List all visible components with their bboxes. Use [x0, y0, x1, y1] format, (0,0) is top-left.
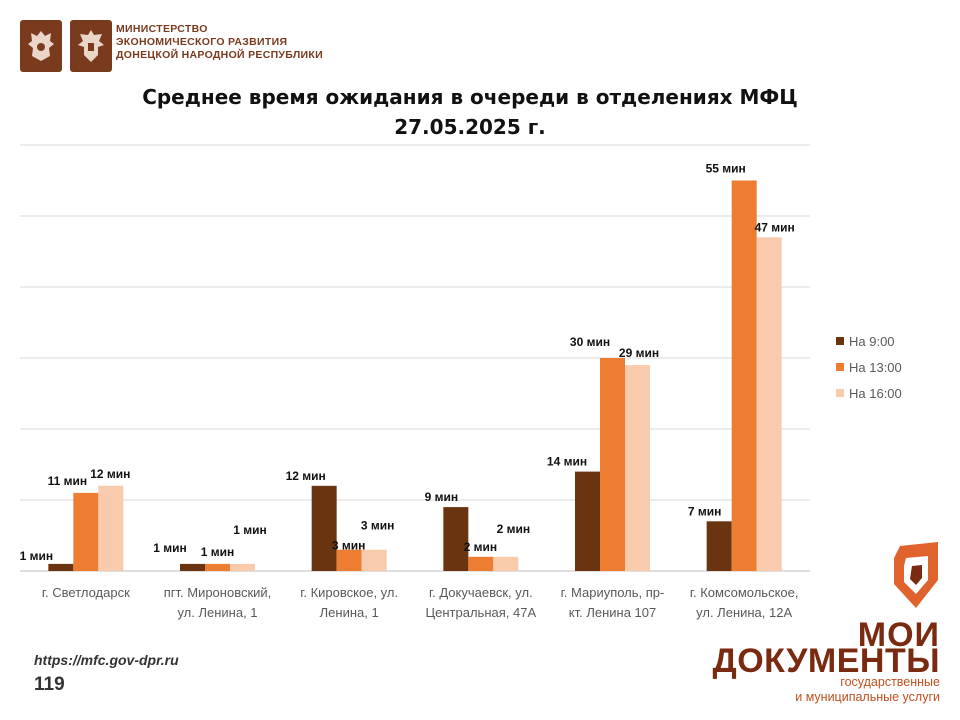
chart-title: Среднее время ожидания в очереди в отдел…: [100, 82, 840, 142]
data-label: 2 мин: [497, 522, 531, 536]
data-label: 2 мин: [464, 540, 498, 554]
ministry-line-2: ЭКОНОМИЧЕСКОГО РАЗВИТИЯ: [116, 36, 288, 48]
ministry-line-3: ДОНЕЦКОЙ НАРОДНОЙ РЕСПУБЛИКИ: [116, 49, 323, 61]
data-label: 12 мин: [286, 469, 326, 483]
bar: [230, 563, 255, 571]
data-label: 3 мин: [332, 539, 366, 553]
category-label: г. Светлодарск: [42, 585, 130, 600]
logo-subtitle-2: и муниципальные услуги: [795, 690, 940, 704]
bar: [180, 563, 205, 571]
category-label: г. Докучаевск, ул.: [429, 585, 533, 600]
category-label: ул. Ленина, 1: [177, 605, 257, 620]
bar: [706, 521, 732, 571]
data-label: 3 мин: [361, 519, 395, 533]
legend-swatch: [836, 363, 844, 371]
data-label: 47 мин: [755, 220, 795, 234]
category-label: г. Мариуполь, пр-: [561, 585, 665, 600]
logo-subtitle-1: государственные: [840, 675, 940, 689]
bar: [468, 556, 494, 571]
data-label: 1 мин: [153, 541, 187, 555]
logo-word-dokumenty: ДОКУМЕНТЫ: [712, 642, 940, 680]
bar: [575, 471, 600, 571]
category-label: г. Кировское, ул.: [300, 585, 398, 600]
category-label: Центральная, 47А: [426, 605, 537, 620]
category-label: г. Комсомольское,: [690, 585, 799, 600]
data-label: 14 мин: [547, 455, 587, 469]
bar: [205, 563, 230, 571]
data-label: 7 мин: [688, 504, 722, 518]
bar: [98, 485, 124, 571]
bar: [311, 485, 337, 571]
data-label: 1 мин: [233, 523, 267, 537]
bar: [600, 358, 625, 571]
russia-emblem-icon: [20, 20, 62, 72]
bar: [336, 549, 362, 571]
legend-swatch: [836, 389, 844, 397]
bar: [361, 549, 387, 571]
logo-word-moi: МОИ: [857, 616, 940, 654]
legend-label: На 13:00: [849, 360, 902, 375]
category-label: ул. Ленина, 12А: [696, 605, 792, 620]
data-label: 1 мин: [201, 545, 235, 559]
data-label: 29 мин: [619, 346, 659, 360]
legend-swatch: [836, 337, 844, 345]
page-number: 119: [34, 674, 65, 695]
dpr-emblem-icon: [70, 20, 112, 72]
legend-label: На 16:00: [849, 386, 902, 401]
legend-label: На 9:00: [849, 334, 895, 349]
data-label: 12 мин: [90, 467, 130, 481]
data-label: 1 мин: [20, 549, 54, 563]
bar: [625, 365, 650, 571]
website-link[interactable]: https://mfc.gov-dpr.ru: [34, 652, 179, 668]
chart-title-line-2: 27.05.2025 г.: [394, 115, 546, 139]
category-label: пгт. Мироновский,: [164, 585, 272, 600]
data-label: 9 мин: [425, 490, 459, 504]
category-label: Ленина, 1: [320, 605, 379, 620]
ministry-line-1: МИНИСТЕРСТВО: [116, 23, 208, 35]
bar: [731, 180, 757, 571]
bar: [756, 237, 782, 572]
chart-title-line-1: Среднее время ожидания в очереди в отдел…: [142, 85, 798, 109]
bar: [443, 507, 469, 571]
bar: [73, 492, 99, 571]
data-label: 30 мин: [570, 335, 610, 349]
category-label: кт. Ленина 107: [569, 605, 656, 620]
ministry-name: МИНИСТЕРСТВО ЭКОНОМИЧЕСКОГО РАЗВИТИЯ ДОН…: [116, 23, 376, 62]
bar: [48, 563, 74, 571]
bar: [493, 556, 519, 571]
moi-dokumenty-logo: МОИ ДОКУМЕНТЫ государственные и муниципа…: [712, 540, 940, 710]
mfc-logo-icon: [894, 542, 938, 608]
data-label: 11 мин: [48, 474, 88, 488]
data-label: 55 мин: [706, 162, 746, 176]
